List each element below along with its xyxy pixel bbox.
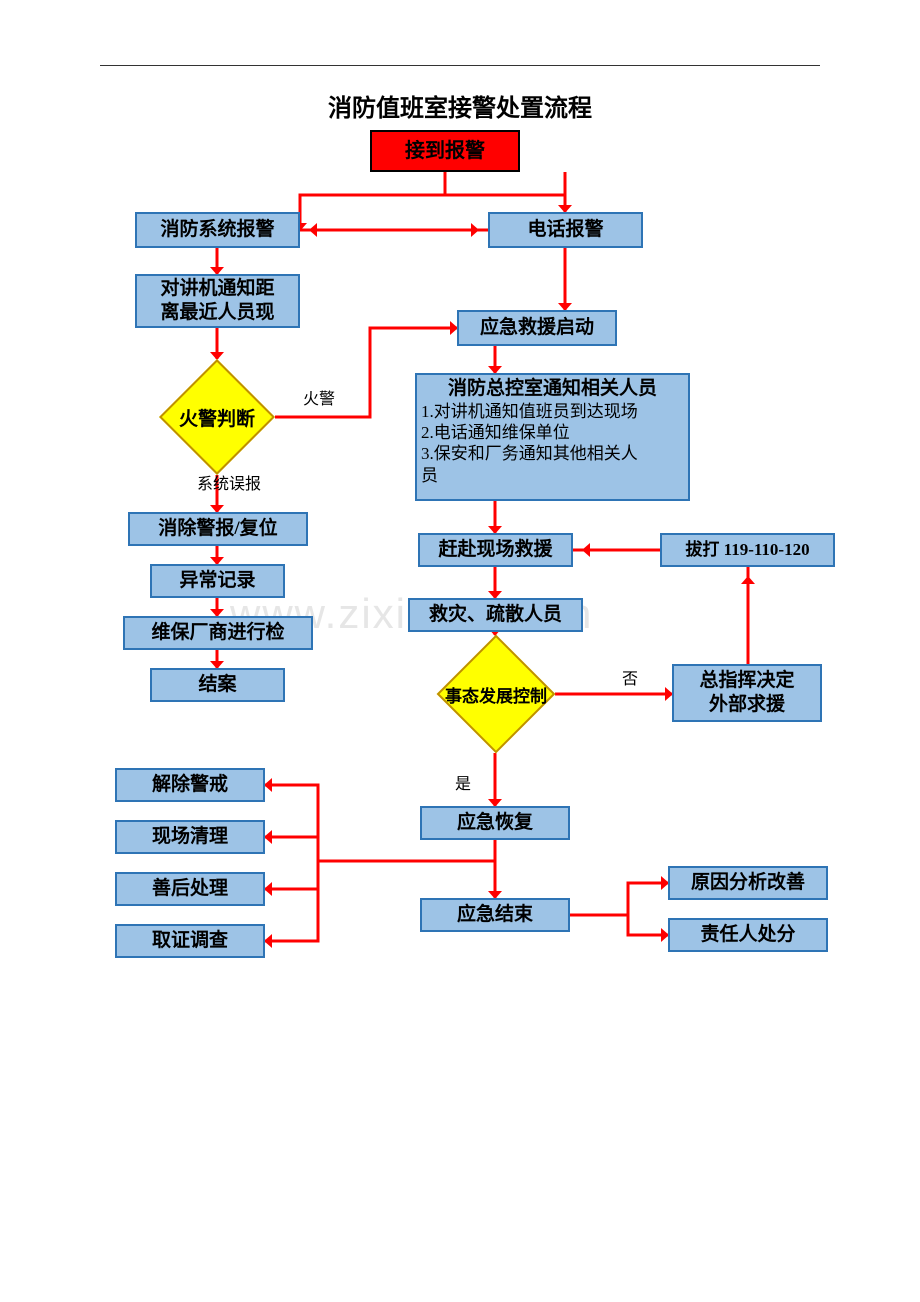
process-header-notify_staff: 消防总控室通知相关人员	[448, 377, 657, 401]
process-close: 结案	[150, 668, 285, 702]
process-vendor: 维保厂商进行检	[123, 616, 313, 650]
process-cleanup: 现场清理	[115, 820, 265, 854]
start-start: 接到报警	[370, 130, 520, 172]
process-commander: 总指挥决定 外部求援	[672, 664, 822, 722]
decision-situation: 事态发展控制	[454, 652, 538, 736]
process-punish: 责任人处分	[668, 918, 828, 952]
page-title: 消防值班室接警处置流程	[270, 88, 650, 123]
arrowhead-16	[582, 543, 590, 557]
process-log: 异常记录	[150, 564, 285, 598]
arrowhead-22	[264, 830, 272, 844]
edge-label-no: 否	[622, 665, 638, 689]
process-line-notify_staff-2: 3.保安和厂务通知其他相关人 员	[421, 443, 638, 486]
process-emergency: 应急救援启动	[457, 310, 617, 346]
edge-22	[265, 837, 318, 861]
edge-1	[445, 172, 565, 212]
process-evidence: 取证调查	[115, 924, 265, 958]
edge-26	[628, 915, 668, 935]
process-notify_staff: 消防总控室通知相关人员1.对讲机通知值班员到达现场2.电话通知维保单位3.保安和…	[415, 373, 690, 501]
process-arrive: 赶赴现场救援	[418, 533, 573, 567]
arrowhead-23	[264, 882, 272, 896]
arrowhead-2	[309, 223, 317, 237]
process-phone_alarm: 电话报警	[488, 212, 643, 248]
edge-0	[300, 172, 445, 230]
process-notify_near: 对讲机通知距 离最近人员现	[135, 274, 300, 328]
edge-label-yes: 是	[455, 770, 471, 794]
arrowhead-2	[471, 223, 479, 237]
process-dial: 拔打 119-110-120	[660, 533, 835, 567]
process-aftermath: 善后处理	[115, 872, 265, 906]
process-line-notify_staff-0: 1.对讲机通知值班员到达现场	[421, 401, 638, 422]
process-rescue: 救灾、疏散人员	[408, 598, 583, 632]
process-line-notify_staff-1: 2.电话通知维保单位	[421, 422, 570, 443]
edge-23	[265, 861, 318, 889]
edge-layer	[0, 0, 920, 1302]
process-recover: 应急恢复	[420, 806, 570, 840]
process-clear_alarm: 消除警报/复位	[128, 512, 308, 546]
process-cause: 原因分析改善	[668, 866, 828, 900]
arrowhead-21	[264, 778, 272, 792]
edge-24	[265, 861, 318, 941]
edge-label-fire_yes: 火警	[303, 385, 335, 409]
edge-label-false_alarm: 系统误报	[197, 470, 261, 494]
header-rule	[100, 65, 820, 66]
arrowhead-24	[264, 934, 272, 948]
process-sys_alarm: 消防系统报警	[135, 212, 300, 248]
edge-25	[570, 883, 668, 915]
decision-fire_dec: 火警判断	[176, 376, 258, 458]
process-lift: 解除警戒	[115, 768, 265, 802]
process-end: 应急结束	[420, 898, 570, 932]
arrowhead-17	[741, 576, 755, 584]
